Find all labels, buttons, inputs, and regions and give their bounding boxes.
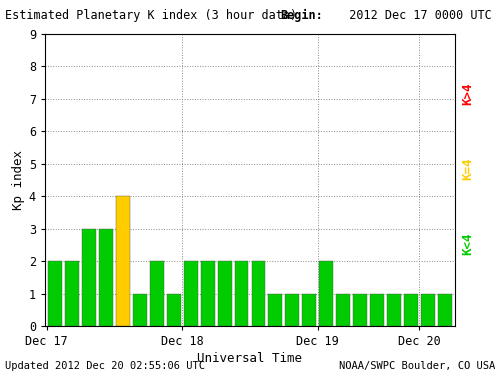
- Text: K>4: K>4: [461, 82, 474, 105]
- Text: Updated 2012 Dec 20 02:55:06 UTC: Updated 2012 Dec 20 02:55:06 UTC: [5, 361, 205, 371]
- Bar: [99, 229, 113, 326]
- Text: Estimated Planetary K index (3 hour data): Estimated Planetary K index (3 hour data…: [5, 9, 297, 22]
- Bar: [167, 294, 180, 326]
- Text: K=4: K=4: [461, 158, 474, 180]
- Bar: [438, 294, 452, 326]
- Bar: [320, 261, 333, 326]
- Bar: [200, 261, 214, 326]
- Bar: [268, 294, 282, 326]
- Text: NOAA/SWPC Boulder, CO USA: NOAA/SWPC Boulder, CO USA: [339, 361, 495, 371]
- Bar: [133, 294, 147, 326]
- X-axis label: Universal Time: Universal Time: [198, 352, 302, 366]
- Bar: [336, 294, 350, 326]
- Bar: [421, 294, 435, 326]
- Text: Begin:: Begin:: [280, 9, 323, 22]
- Bar: [218, 261, 232, 326]
- Bar: [184, 261, 198, 326]
- Bar: [370, 294, 384, 326]
- Bar: [65, 261, 79, 326]
- Bar: [404, 294, 418, 326]
- Bar: [252, 261, 266, 326]
- Bar: [353, 294, 367, 326]
- Bar: [82, 229, 96, 326]
- Bar: [48, 261, 62, 326]
- Y-axis label: Kp index: Kp index: [12, 150, 24, 210]
- Bar: [302, 294, 316, 326]
- Bar: [387, 294, 401, 326]
- Bar: [234, 261, 248, 326]
- Bar: [286, 294, 300, 326]
- Text: 2012 Dec 17 0000 UTC: 2012 Dec 17 0000 UTC: [335, 9, 492, 22]
- Bar: [150, 261, 164, 326]
- Text: K<4: K<4: [461, 232, 474, 255]
- Bar: [116, 196, 130, 326]
